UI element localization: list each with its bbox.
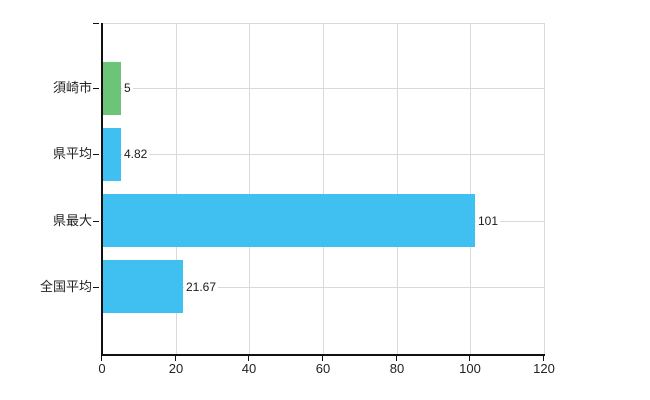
x-gridline <box>397 23 398 354</box>
x-axis-tick <box>322 356 323 361</box>
category-gridline <box>103 88 545 89</box>
category-label: 県平均 <box>52 146 92 161</box>
x-axis-tick <box>175 356 176 361</box>
x-axis-tick-label: 0 <box>98 361 106 376</box>
category-label: 県最大 <box>52 213 92 228</box>
x-axis-tick-label: 120 <box>533 361 555 376</box>
category-gridline <box>103 287 545 288</box>
x-axis-tick <box>396 356 397 361</box>
value-label: 101 <box>476 213 501 229</box>
x-gridline <box>470 23 471 354</box>
bar-1 <box>103 128 121 181</box>
x-axis-tick <box>101 356 102 361</box>
value-label: 5 <box>122 80 133 96</box>
x-axis-tick-label: 80 <box>389 361 405 376</box>
x-axis-tick <box>543 356 544 361</box>
x-gridline <box>249 23 250 354</box>
plot-top-gridline <box>103 23 545 24</box>
y-axis-tick <box>93 221 99 222</box>
category-label: 全国平均 <box>39 279 92 294</box>
x-gridline <box>176 23 177 354</box>
y-axis-tick <box>93 287 99 288</box>
x-axis-tick-label: 60 <box>315 361 331 376</box>
bar-2 <box>103 194 475 247</box>
x-axis-tick-label: 40 <box>241 361 257 376</box>
bar-0 <box>103 62 121 115</box>
y-axis-tick <box>93 154 99 155</box>
x-gridline <box>323 23 324 354</box>
value-label: 4.82 <box>122 146 150 162</box>
x-axis-tick-label: 20 <box>168 361 184 376</box>
bar-3 <box>103 260 183 313</box>
x-axis-tick <box>469 356 470 361</box>
x-gridline <box>544 23 545 354</box>
x-axis-tick <box>248 356 249 361</box>
value-label: 21.67 <box>184 279 219 295</box>
y-axis-tick <box>93 23 99 24</box>
plot-area: 5 4.82 101 21.67 <box>101 23 545 356</box>
category-gridline <box>103 154 545 155</box>
x-axis-tick-label: 100 <box>459 361 481 376</box>
category-label: 須崎市 <box>52 80 92 95</box>
y-axis-tick <box>93 88 99 89</box>
